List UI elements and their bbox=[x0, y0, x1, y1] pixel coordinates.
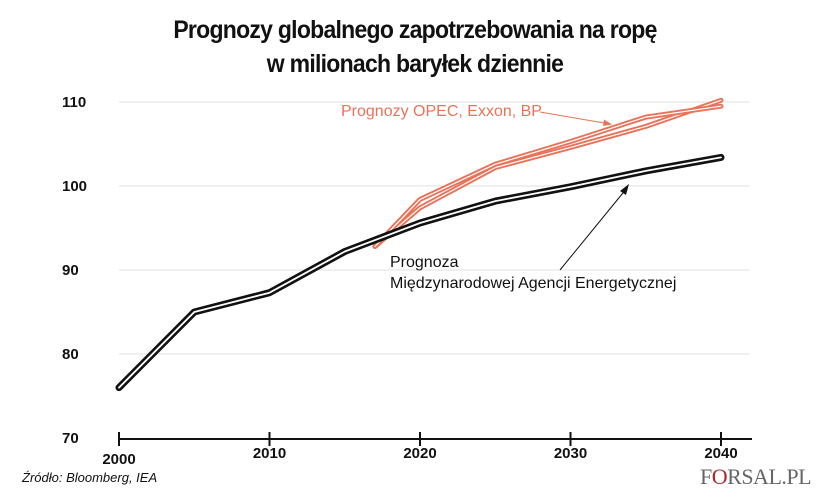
annotation-opec-arrowhead bbox=[603, 119, 612, 126]
annotation-opec: Prognozy OPEC, Exxon, BP bbox=[341, 103, 542, 120]
series-line-highlight-2 bbox=[374, 99, 722, 248]
y-tick-label: 80 bbox=[62, 346, 79, 363]
y-tick-label: 100 bbox=[62, 178, 87, 195]
series-line-0 bbox=[115, 153, 725, 392]
annotation-opec-arrow bbox=[539, 111, 611, 125]
chart-subtitle: w milionach baryłek dziennie bbox=[266, 50, 564, 78]
series-line-1 bbox=[372, 103, 724, 249]
x-tick-label: 2000 bbox=[102, 451, 135, 468]
annotation-iea-line1: Prognoza bbox=[390, 254, 459, 271]
source-note: Źródło: Bloomberg, IEA bbox=[22, 470, 158, 485]
y-tick-label: 110 bbox=[62, 94, 86, 111]
y-tick-label: 70 bbox=[62, 430, 79, 447]
chart-title: Prognozy globalnego zapotrzebowania na r… bbox=[173, 16, 657, 44]
series-line-highlight-0 bbox=[118, 156, 722, 389]
forsal-logo: FORSAL.PL bbox=[700, 464, 812, 489]
y-tick-label: 90 bbox=[62, 262, 79, 279]
annotation-iea-arrow bbox=[559, 187, 628, 271]
annotation-iea-line2: Międzynarodowej Agencji Energetycznej bbox=[390, 275, 676, 292]
x-tick-label: 2040 bbox=[704, 445, 737, 462]
x-tick-label: 2010 bbox=[253, 445, 286, 462]
x-tick-label: 2020 bbox=[403, 445, 436, 462]
series-line-highlight-1 bbox=[374, 105, 722, 248]
annotation-iea-arrowhead bbox=[620, 184, 629, 195]
x-tick-label: 2030 bbox=[554, 445, 587, 462]
